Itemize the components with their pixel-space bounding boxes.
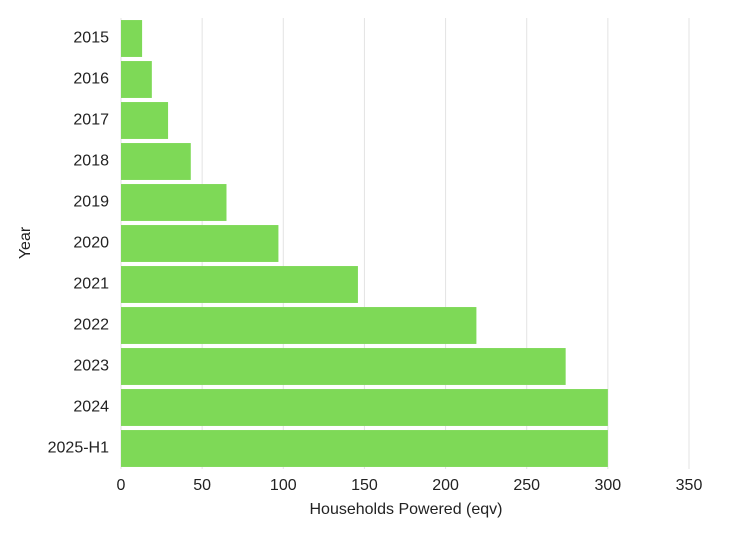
x-tick-label: 100 [270,477,297,494]
y-tick-label: 2021 [73,276,109,293]
x-axis-label: Households Powered (eqv) [310,501,503,518]
x-tick-label: 350 [676,477,703,494]
y-tick-label: 2016 [73,71,109,88]
y-tick-label: 2017 [73,112,109,129]
y-tick-label: 2019 [73,194,109,211]
x-tick-label: 250 [513,477,540,494]
bar [121,184,227,221]
y-tick-label: 2020 [73,235,109,252]
y-tick-label: 2025-H1 [48,440,109,457]
x-tick-label: 150 [351,477,378,494]
x-tick-label: 50 [193,477,211,494]
bar [121,307,477,344]
bar [121,61,152,98]
y-tick-label: 2015 [73,30,109,47]
x-tick-label: 300 [595,477,622,494]
bar [121,389,608,426]
bar [121,348,566,385]
bar [121,225,279,262]
x-tick-label: 200 [432,477,459,494]
bar [121,20,143,57]
bar [121,102,169,139]
x-tick-label: 0 [117,477,126,494]
bar [121,266,358,303]
y-axis-label: Year [17,226,34,259]
y-tick-label: 2023 [73,358,109,375]
bar [121,143,191,180]
y-tick-label: 2022 [73,317,109,334]
y-tick-label: 2018 [73,153,109,170]
bar [121,430,608,467]
y-tick-label: 2024 [73,399,109,416]
